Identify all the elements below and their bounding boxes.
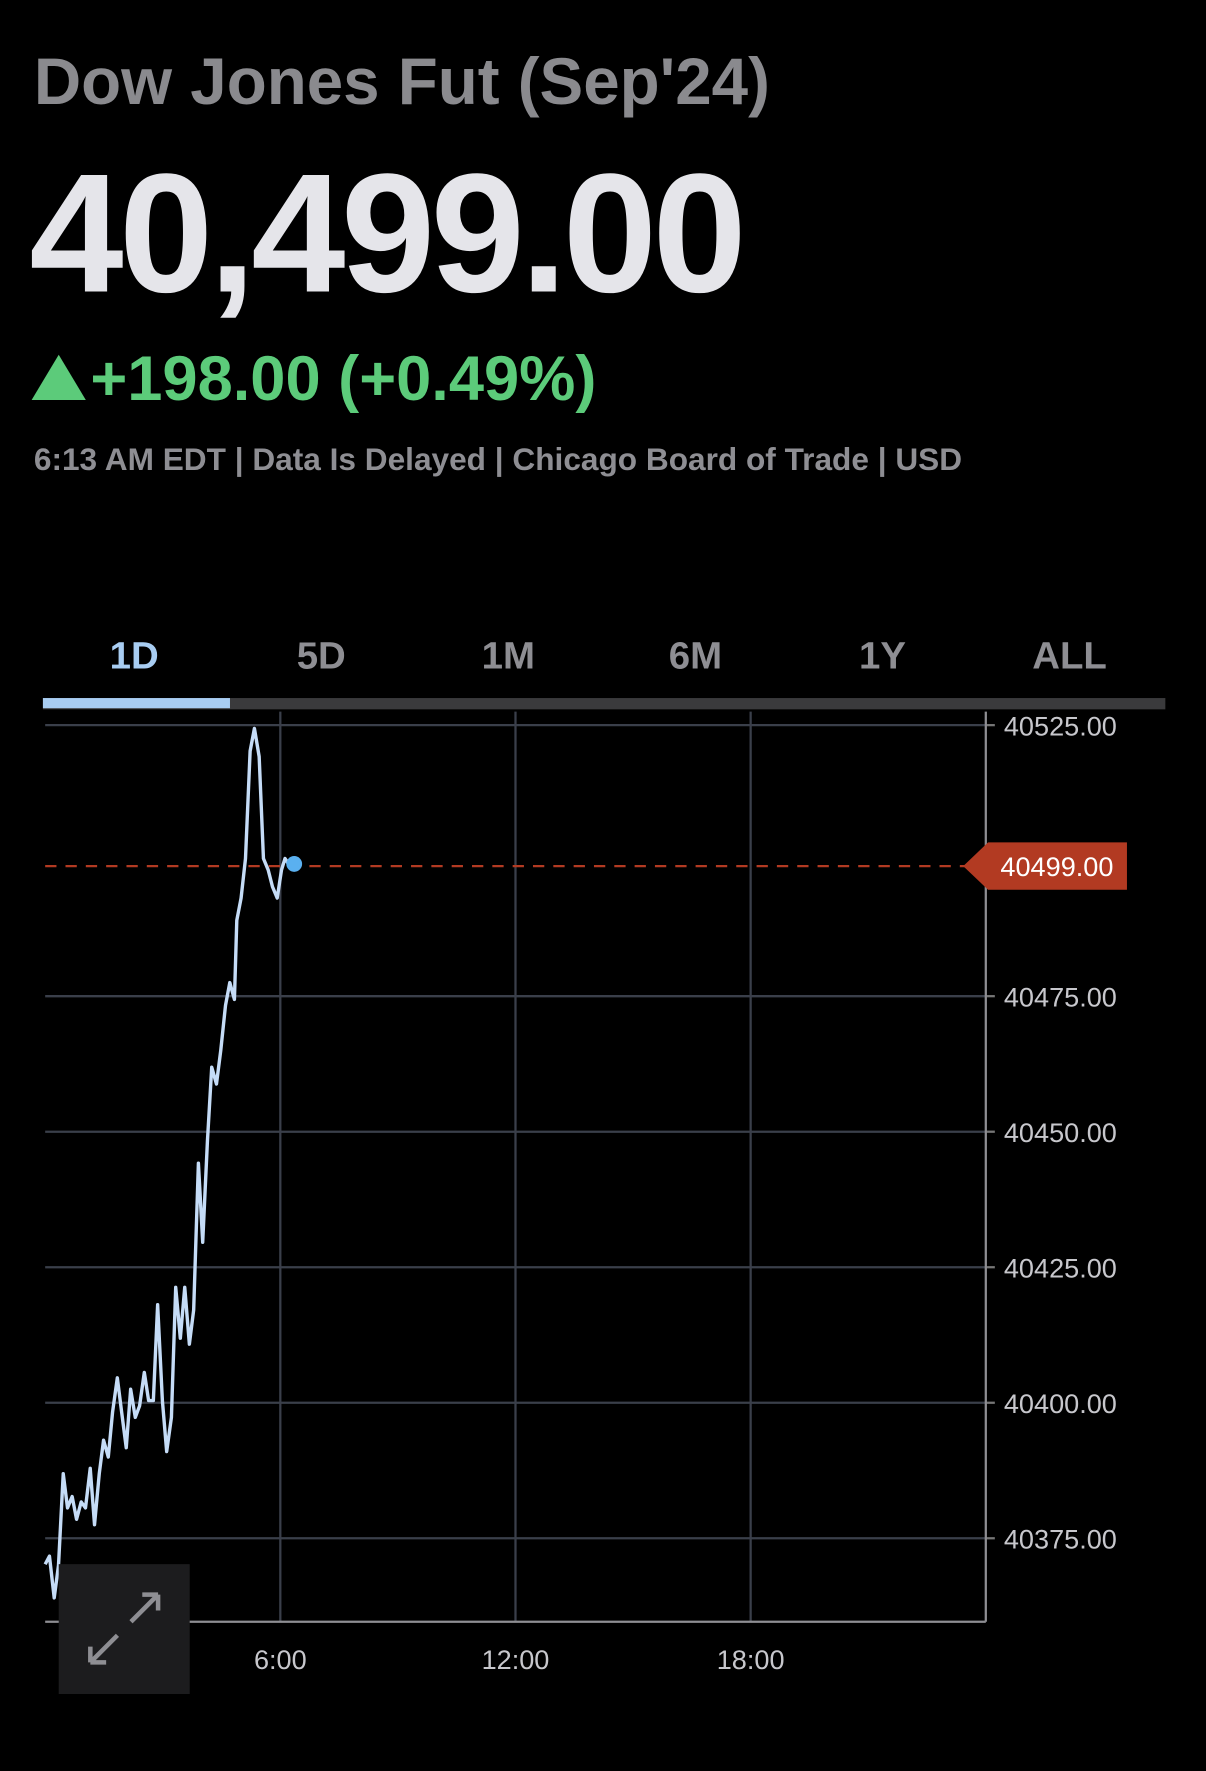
x-tick-label: 6:00 [254, 1644, 307, 1675]
tab[interactable]: 6M [669, 635, 722, 678]
expand-icon[interactable] [88, 1592, 161, 1665]
up-arrow [31, 354, 86, 400]
title: Dow Jones Fut (Sep'24) [34, 45, 770, 118]
tab[interactable]: 1Y [859, 635, 906, 678]
y-tick-label: 40400.00 [1004, 1388, 1117, 1419]
tab[interactable]: 1D [110, 635, 159, 678]
x-tick-label: 18:00 [717, 1644, 785, 1675]
tab[interactable]: 1M [482, 635, 535, 678]
current-price-tag [963, 842, 1127, 890]
expand-bg[interactable] [58, 1564, 190, 1695]
y-tick-label: 40375.00 [1004, 1523, 1117, 1554]
tab[interactable]: 5D [297, 635, 346, 678]
tab-track [42, 698, 1166, 710]
tab-bar: 1D 5D 1M 6M 1Y ALL [42, 635, 1166, 710]
last-point [286, 856, 303, 872]
y-tick-label: 40525.00 [1004, 710, 1117, 741]
chart: 40375.00 40400.00 40425.00 40450.00 40475.00… [43, 710, 1127, 1675]
y-tick-label: 40475.00 [1004, 981, 1117, 1012]
price: 40,499.00 [29, 139, 742, 328]
x-tick-label: 12:00 [482, 1644, 550, 1675]
price-line [43, 726, 290, 1600]
meta: 6:13 AM EDT | Data Is Delayed | Chicago … [34, 441, 962, 477]
change: +198.00 (+0.49%) [90, 344, 596, 414]
y-tick-label: 40450.00 [1004, 1117, 1117, 1148]
tab[interactable]: ALL [1032, 635, 1107, 678]
tab-indicator [42, 698, 230, 709]
current-price-label: 40499.00 [1000, 851, 1113, 882]
y-tick-label: 40425.00 [1004, 1252, 1117, 1283]
expand-button[interactable] [58, 1564, 190, 1695]
